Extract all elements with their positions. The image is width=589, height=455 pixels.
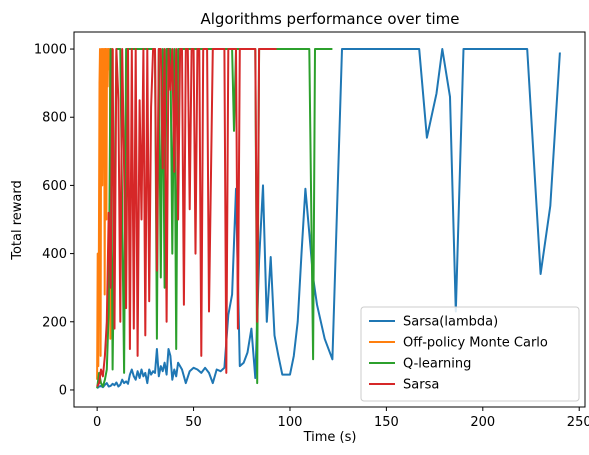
series-line-sarsa: [96, 48, 277, 388]
legend-box: [360, 306, 580, 402]
x-tick-label: 150: [374, 415, 399, 430]
legend-label-sarsa-lambda: Sarsa(lambda): [403, 315, 498, 330]
x-tick-label: 0: [93, 415, 101, 430]
x-tick-label: 250: [567, 415, 589, 430]
y-tick-label: 0: [59, 383, 67, 398]
plot-frame: [73, 31, 586, 408]
chart-title: Algorithms performance over time: [201, 10, 460, 28]
x-tick-label: 200: [470, 415, 495, 430]
y-tick-label: 200: [42, 315, 67, 330]
legend-label-q-learning: Q-learning: [403, 357, 471, 372]
legend-label-sarsa: Sarsa: [403, 378, 439, 393]
legend: Sarsa(lambda) Off-policy Monte Carlo Q-lea…: [360, 306, 580, 402]
legend-label-off-policy-monte-carlo: Off-policy Monte Carlo: [403, 336, 548, 351]
x-tick-label: 50: [185, 415, 202, 430]
y-tick-label: 1000: [34, 43, 67, 58]
x-tick-label: 100: [278, 415, 303, 430]
series-line-sarsa-lambda: [96, 48, 561, 390]
series-layer: [96, 48, 561, 390]
y-tick-label: 400: [42, 247, 67, 262]
y-axis-label: Total reward: [10, 180, 25, 261]
x-axis-label: Time (s): [303, 430, 357, 445]
x-axis: 0 50 100 150 200 250: [93, 407, 589, 430]
y-axis: 0 200 400 600 800 1000: [34, 43, 74, 398]
y-tick-label: 600: [42, 179, 67, 194]
y-tick-label: 800: [42, 111, 67, 126]
